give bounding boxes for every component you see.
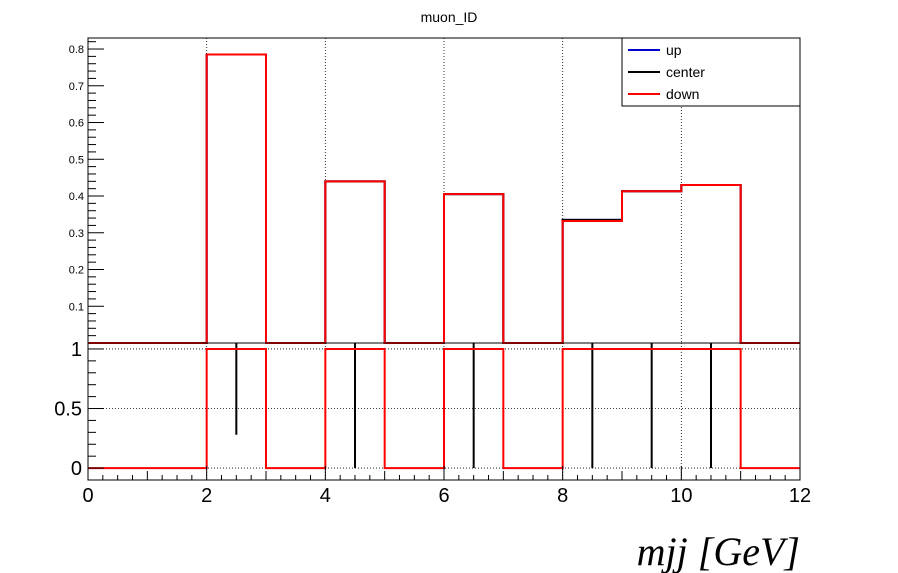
top-y-tick-label: 0.5 — [69, 154, 84, 166]
x-tick-label: 4 — [320, 485, 331, 507]
top-y-tick-label: 0.8 — [69, 44, 84, 56]
x-tick-label: 10 — [670, 485, 692, 507]
top-panel: 0.1 0.2 0.3 0.4 0.5 0.6 0.7 0.8 — [69, 37, 801, 344]
ratio-y-tick-label: 0.5 — [54, 399, 82, 421]
top-y-tick-label: 0.3 — [69, 228, 84, 240]
chart-title: muon_ID — [421, 9, 478, 25]
ratio-y-tick-label: 1 — [71, 339, 82, 361]
top-y-tick-label: 0.2 — [69, 265, 84, 277]
ratio-y-tick-label: 0 — [71, 458, 82, 480]
x-tick-label: 12 — [789, 485, 811, 507]
legend-label-up: up — [666, 42, 682, 58]
top-series — [88, 53, 800, 344]
x-ticks: 0 2 4 6 8 10 12 — [82, 466, 811, 507]
legend: up center down — [621, 37, 801, 107]
top-y-tick-label: 0.4 — [69, 191, 84, 203]
x-tick-label: 6 — [438, 485, 449, 507]
top-y-tick-label: 0.7 — [69, 81, 84, 93]
ratio-y-ticks: 00.51 — [54, 339, 104, 480]
series-down-ratio-line — [88, 347, 800, 470]
legend-label-center: center — [666, 64, 705, 80]
top-y-ticks: 0.1 0.2 0.3 0.4 0.5 0.6 0.7 0.8 — [69, 41, 104, 344]
x-axis-label: mjj [GeV] — [637, 529, 800, 573]
x-tick-label: 2 — [201, 485, 212, 507]
top-y-tick-label: 0.1 — [69, 301, 84, 313]
ratio-panel: 00.51 0 2 4 6 8 10 12 — [54, 339, 811, 507]
ratio-series — [88, 343, 800, 470]
series-down-line — [88, 53, 800, 344]
top-y-tick-label: 0.6 — [69, 118, 84, 130]
x-tick-label: 0 — [82, 485, 93, 507]
x-tick-label: 8 — [557, 485, 568, 507]
legend-label-down: down — [666, 86, 699, 102]
legend-entries: up center down — [628, 42, 705, 102]
